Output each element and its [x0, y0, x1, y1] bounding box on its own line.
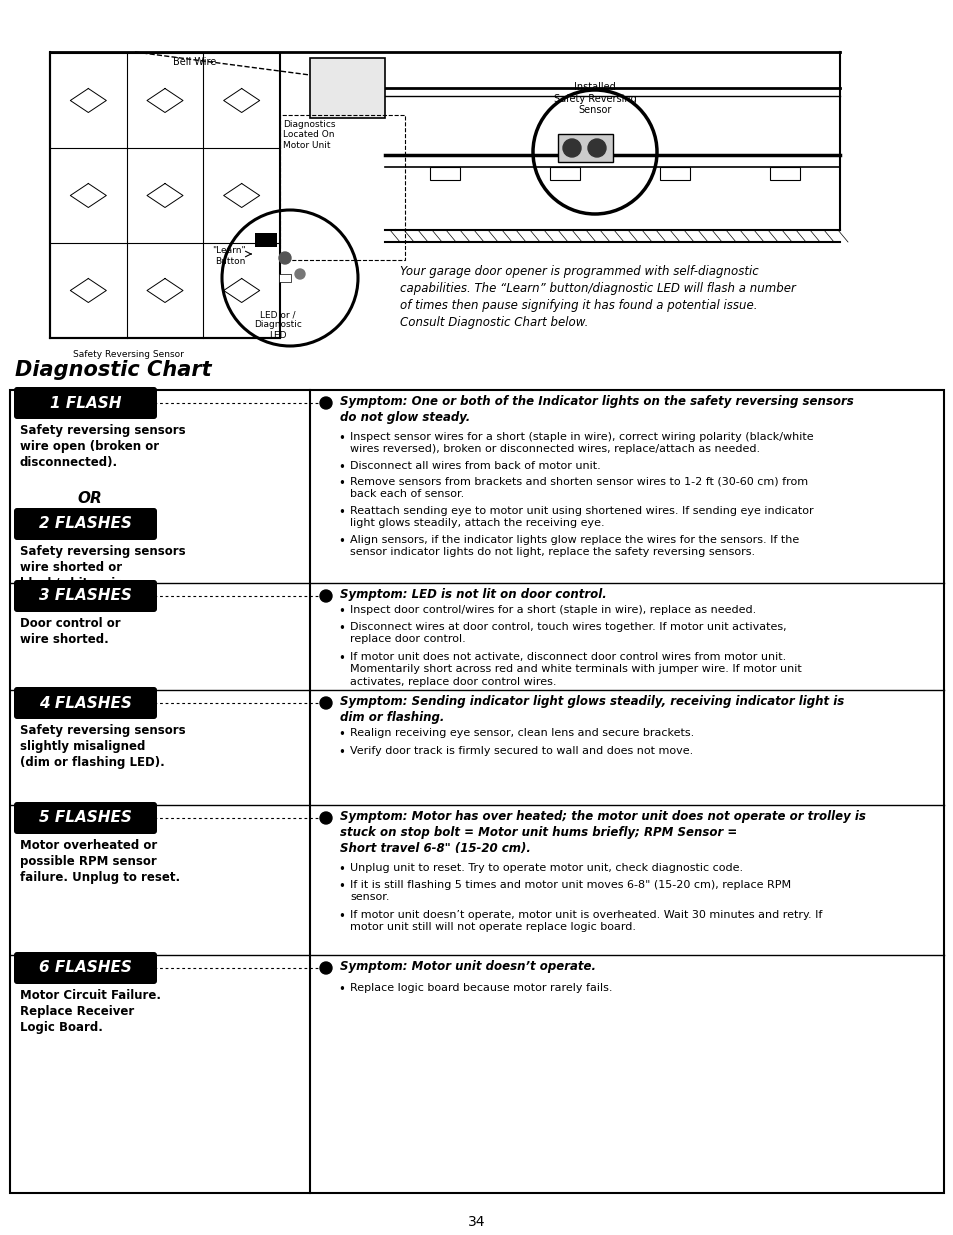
Bar [254, 233, 276, 247]
Text: 34: 34 [468, 1215, 485, 1229]
FancyBboxPatch shape [14, 387, 157, 419]
Text: Motor Circuit Failure.
Replace Receiver
Logic Board.: Motor Circuit Failure. Replace Receiver … [20, 989, 161, 1034]
Bar [310, 58, 385, 119]
Text: Disconnect wires at door control, touch wires together. If motor unit activates,: Disconnect wires at door control, touch … [350, 622, 786, 645]
Text: •: • [337, 652, 345, 664]
FancyBboxPatch shape [14, 802, 157, 834]
FancyBboxPatch shape [14, 508, 157, 540]
Circle shape [587, 140, 605, 157]
Text: Realign receiving eye sensor, clean lens and secure brackets.: Realign receiving eye sensor, clean lens… [350, 727, 694, 739]
Text: •: • [337, 622, 345, 635]
Text: •: • [337, 910, 345, 923]
Circle shape [319, 962, 332, 974]
Text: Symptom: Motor has over heated; the motor unit does not operate or trolley is
st: Symptom: Motor has over heated; the moto… [339, 810, 865, 855]
Text: •: • [337, 727, 345, 741]
Text: If it is still flashing 5 times and motor unit moves 6-8" (15-20 cm), replace RP: If it is still flashing 5 times and moto… [350, 881, 790, 903]
Bar [10, 390, 943, 1193]
Text: 6 FLASHES: 6 FLASHES [39, 961, 132, 976]
Text: Safety reversing sensors
wire shorted or
black/white wire
reversed.: Safety reversing sensors wire shorted or… [20, 545, 186, 606]
Circle shape [319, 697, 332, 709]
Bar [550, 167, 579, 180]
FancyBboxPatch shape [14, 580, 157, 613]
Text: 2 FLASHES: 2 FLASHES [39, 516, 132, 531]
Text: Inspect sensor wires for a short (staple in wire), correct wiring polarity (blac: Inspect sensor wires for a short (staple… [350, 432, 813, 454]
Circle shape [319, 396, 332, 409]
Text: LED or /
Diagnostic
LED: LED or / Diagnostic LED [253, 310, 301, 340]
Text: •: • [337, 605, 345, 618]
Text: If motor unit does not activate, disconnect door control wires from motor unit.
: If motor unit does not activate, disconn… [350, 652, 801, 687]
Text: •: • [337, 432, 345, 445]
Bar [50, 53, 280, 338]
Text: Inspect door control/wires for a short (staple in wire), replace as needed.: Inspect door control/wires for a short (… [350, 605, 756, 615]
Text: Verify door track is firmly secured to wall and does not move.: Verify door track is firmly secured to w… [350, 746, 693, 756]
Bar [659, 167, 689, 180]
Circle shape [319, 811, 332, 824]
Text: •: • [337, 881, 345, 893]
Text: 5 FLASHES: 5 FLASHES [39, 810, 132, 825]
Text: "Learn"
Button: "Learn" Button [213, 246, 246, 266]
Text: •: • [337, 506, 345, 519]
Text: Your garage door opener is programmed with self-diagnostic
capabilities. The “Le: Your garage door opener is programmed wi… [399, 266, 795, 329]
Text: •: • [337, 477, 345, 490]
Text: Safety reversing sensors
wire open (broken or
disconnected).: Safety reversing sensors wire open (brok… [20, 424, 186, 469]
Circle shape [294, 269, 305, 279]
Text: Symptom: One or both of the Indicator lights on the safety reversing sensors
do : Symptom: One or both of the Indicator li… [339, 395, 853, 424]
Text: 1 FLASH: 1 FLASH [50, 395, 121, 410]
Text: Motor overheated or
possible RPM sensor
failure. Unplug to reset.: Motor overheated or possible RPM sensor … [20, 839, 180, 884]
Circle shape [278, 252, 291, 264]
Text: Symptom: Motor unit doesn’t operate.: Symptom: Motor unit doesn’t operate. [339, 960, 596, 973]
Text: 3 FLASHES: 3 FLASHES [39, 589, 132, 604]
Text: Align sensors, if the indicator lights glow replace the wires for the sensors. I: Align sensors, if the indicator lights g… [350, 535, 799, 557]
Text: Symptom: LED is not lit on door control.: Symptom: LED is not lit on door control. [339, 588, 606, 601]
Text: •: • [337, 746, 345, 760]
Text: Diagnostic Chart: Diagnostic Chart [15, 359, 212, 380]
Text: Bell Wire: Bell Wire [173, 57, 216, 67]
Text: Remove sensors from brackets and shorten sensor wires to 1-2 ft (30-60 cm) from
: Remove sensors from brackets and shorten… [350, 477, 807, 499]
Text: •: • [337, 461, 345, 474]
Text: Diagnostics
Located On
Motor Unit: Diagnostics Located On Motor Unit [283, 120, 335, 149]
Bar [278, 274, 291, 282]
Text: Safety reversing sensors
slightly misaligned
(dim or flashing LED).: Safety reversing sensors slightly misali… [20, 724, 186, 769]
Bar [280, 115, 405, 261]
Text: OR: OR [77, 492, 102, 506]
Text: 4 FLASHES: 4 FLASHES [39, 695, 132, 710]
Text: Reattach sending eye to motor unit using shortened wires. If sending eye indicat: Reattach sending eye to motor unit using… [350, 506, 813, 529]
Bar [558, 135, 613, 162]
Text: If motor unit doesn’t operate, motor unit is overheated. Wait 30 minutes and ret: If motor unit doesn’t operate, motor uni… [350, 910, 821, 932]
FancyBboxPatch shape [14, 952, 157, 984]
Text: •: • [337, 983, 345, 995]
Text: Symptom: Sending indicator light glows steadily, receiving indicator light is
di: Symptom: Sending indicator light glows s… [339, 695, 843, 724]
Text: Installed
Safety Reversing
Sensor: Installed Safety Reversing Sensor [553, 82, 636, 115]
Text: Door control or
wire shorted.: Door control or wire shorted. [20, 618, 120, 646]
Bar [430, 167, 459, 180]
Text: Unplug unit to reset. Try to operate motor unit, check diagnostic code.: Unplug unit to reset. Try to operate mot… [350, 863, 742, 873]
Text: •: • [337, 535, 345, 548]
FancyBboxPatch shape [14, 687, 157, 719]
Circle shape [562, 140, 580, 157]
Text: Replace logic board because motor rarely fails.: Replace logic board because motor rarely… [350, 983, 612, 993]
Text: Safety Reversing Sensor: Safety Reversing Sensor [72, 350, 183, 359]
Circle shape [319, 590, 332, 601]
Text: •: • [337, 863, 345, 876]
Text: Disconnect all wires from back of motor unit.: Disconnect all wires from back of motor … [350, 461, 600, 471]
Bar [769, 167, 800, 180]
